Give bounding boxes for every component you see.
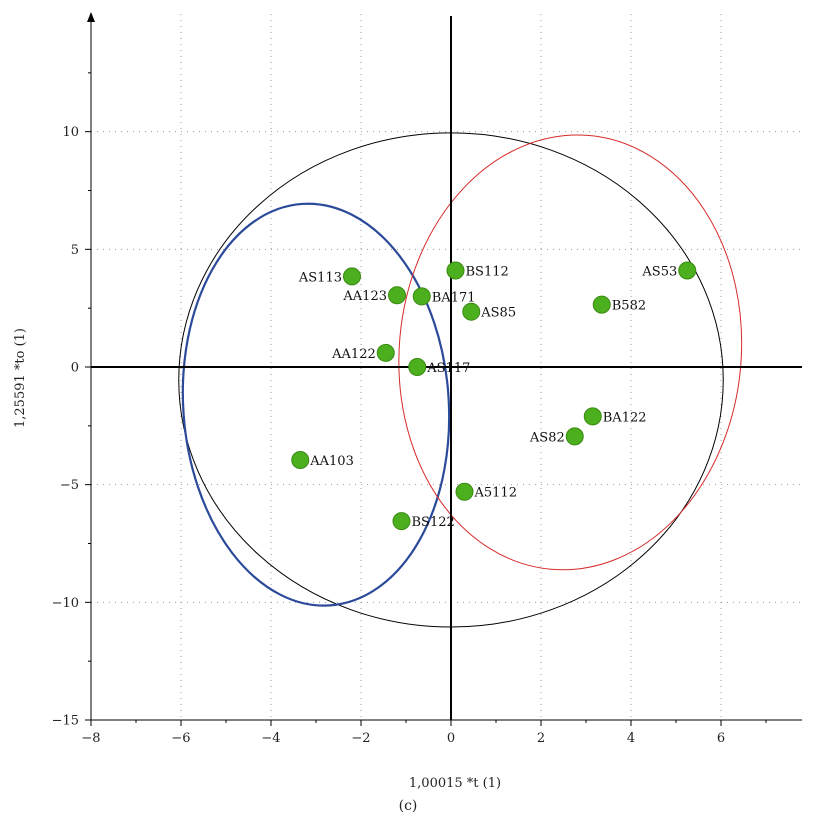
- x-tick-label: −4: [261, 731, 280, 746]
- data-point-label: AA103: [309, 454, 354, 469]
- x-tick-label: 6: [717, 731, 725, 746]
- y-tick-label: −15: [52, 714, 79, 729]
- y-axis-label: 1,25591 *to (1): [13, 328, 28, 428]
- x-tick-label: −8: [81, 731, 100, 746]
- x-tick-label: 4: [627, 731, 635, 746]
- data-point: [583, 407, 602, 426]
- data-point-label: AA123: [342, 289, 387, 304]
- y-axis-arrow-icon: [87, 12, 95, 22]
- data-point-label: AA122: [331, 347, 376, 362]
- y-tick-label: 5: [71, 243, 79, 258]
- y-tick-label: −5: [60, 478, 79, 493]
- data-point-label: BA171: [432, 290, 476, 305]
- data-point: [565, 427, 584, 446]
- data-point: [408, 358, 427, 376]
- data-point: [455, 482, 474, 501]
- data-point-label: B582: [612, 299, 646, 314]
- data-point: [392, 512, 411, 531]
- x-axis-label: 1,00015 *t (1): [409, 776, 501, 790]
- x-tick-label: −6: [171, 731, 190, 746]
- data-point: [388, 286, 406, 305]
- data-point-label: AS53: [641, 265, 677, 280]
- figure-caption: (c): [398, 798, 418, 814]
- data-point: [446, 261, 465, 280]
- data-point: [592, 295, 611, 314]
- data-point-label: A5112: [474, 486, 517, 501]
- data-point-label: AS117: [426, 361, 470, 376]
- y-tick-label: 10: [62, 125, 79, 140]
- data-point-label: BS112: [466, 265, 509, 280]
- x-tick-label: 2: [537, 731, 545, 746]
- tick-marks: −8 −6 −4 −2 0 2 4 6 −15 −10 −5 0 5 10: [52, 72, 767, 746]
- data-point: [291, 450, 310, 469]
- data-point-label: BS122: [412, 515, 455, 530]
- axes: [87, 12, 802, 721]
- y-tick-label: 0: [71, 361, 79, 376]
- data-point: [462, 302, 481, 321]
- x-tick-label: −2: [351, 731, 370, 746]
- y-tick-label: −10: [52, 596, 79, 611]
- data-point: [678, 261, 697, 280]
- ellipse-1: [181, 202, 451, 607]
- grid-lines: [91, 14, 802, 720]
- data-point-label: AS85: [480, 306, 516, 321]
- data-point: [376, 343, 395, 362]
- data-point-label: BA122: [603, 410, 647, 425]
- data-point-label: AS82: [529, 430, 565, 445]
- data-point: [343, 267, 361, 286]
- data-point: [412, 287, 431, 306]
- x-tick-label: 0: [447, 731, 455, 746]
- data-point-label: AS113: [298, 270, 342, 285]
